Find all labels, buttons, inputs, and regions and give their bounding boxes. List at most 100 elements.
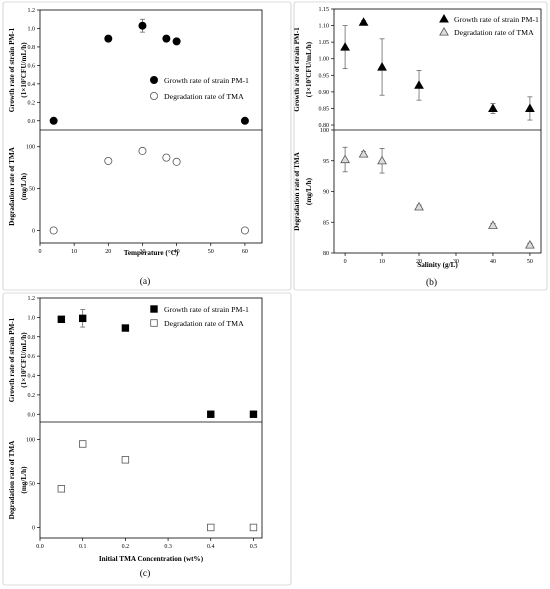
legend-marker xyxy=(439,26,449,36)
x-tick-label: 50 xyxy=(208,249,214,255)
y-tick-label: 0.85 xyxy=(319,106,330,112)
data-point xyxy=(488,103,498,113)
y-tick-label: 0.4 xyxy=(28,82,36,88)
y-tick-label: 0.90 xyxy=(319,90,330,96)
data-point xyxy=(78,440,87,448)
data-point xyxy=(138,21,147,30)
panel-label: (c) xyxy=(140,568,151,579)
data-point xyxy=(249,523,258,532)
y-axis-unit: (1×10⁷CFU/mL/h) xyxy=(305,41,313,97)
y-axis-title: Degradation rate of TMA xyxy=(293,151,301,231)
x-tick-label: 0.5 xyxy=(250,544,258,550)
x-tick-label: 20 xyxy=(105,249,111,255)
y-tick-label: 0.8 xyxy=(28,335,36,341)
x-axis-title: Temperature (°C) xyxy=(124,249,179,257)
x-tick-label: 20 xyxy=(416,259,422,265)
panel-border-c xyxy=(2,292,292,586)
y-tick-label: 0.8 xyxy=(28,45,36,51)
y-tick-label: 0 xyxy=(32,228,35,234)
y-tick-label: 80 xyxy=(323,251,329,257)
x-tick-label: 0.2 xyxy=(122,544,130,550)
legend-label: Growth rate of strain PM-1 xyxy=(454,15,539,24)
data-point xyxy=(121,324,130,332)
x-tick-label: 10 xyxy=(71,249,77,255)
x-tick-label: 0.3 xyxy=(164,544,172,550)
x-tick-label: 50 xyxy=(527,259,533,265)
plot-frame xyxy=(39,9,263,244)
data-point xyxy=(525,103,535,113)
data-point xyxy=(377,155,387,165)
panel-border-b xyxy=(293,1,548,291)
x-tick-label: 0.4 xyxy=(207,544,215,550)
x-tick-label: 30 xyxy=(453,259,459,265)
legend-marker xyxy=(150,319,158,327)
y-axis-unit: (1×10⁷CFU/mL/h) xyxy=(20,332,28,388)
y-tick-label: 0 xyxy=(32,525,35,531)
legend-marker xyxy=(439,13,449,23)
y-tick-label: 50 xyxy=(29,187,35,193)
x-tick-label: 0 xyxy=(344,259,347,265)
data-point xyxy=(358,17,369,26)
legend-marker xyxy=(150,305,158,313)
y-tick-label: 1.2 xyxy=(28,296,36,302)
chart-panel-b: 0.80 0.85 0.90 0.95 1.00 1.05 1.10 1.15 Growth r… xyxy=(293,7,542,288)
data-point xyxy=(49,116,58,125)
legend-label: Degradation rate of TMA xyxy=(164,319,244,328)
data-point xyxy=(340,154,350,164)
y-tick-label: 0.95 xyxy=(319,73,330,79)
data-point xyxy=(57,485,66,493)
legend-label: Degradation rate of TMA xyxy=(454,28,534,37)
y-tick-label: 1.05 xyxy=(319,40,330,46)
y-tick-label: 100 xyxy=(26,438,35,444)
data-point xyxy=(340,42,350,51)
y-tick-label: 0.2 xyxy=(28,100,36,106)
y-tick-label: 0.6 xyxy=(28,354,36,360)
y-tick-label: 0.6 xyxy=(28,63,36,69)
x-tick-label: 30 xyxy=(139,249,145,255)
y-tick-label: 0.0 xyxy=(28,412,36,418)
y-tick-label: 85 xyxy=(323,220,329,226)
data-point xyxy=(172,37,181,46)
data-point xyxy=(249,410,258,418)
y-axis-title: Degradation rate of TMA xyxy=(8,440,16,520)
legend: Growth rate of strain PM-1 Degradation ra… xyxy=(149,76,249,101)
y-tick-label: 0.80 xyxy=(319,123,330,129)
data-point xyxy=(162,153,171,162)
plot-frame xyxy=(333,8,542,254)
y-axis-unit: (mg/L/h) xyxy=(20,466,28,494)
y-tick-label: 1.2 xyxy=(28,8,36,14)
y-tick-label: 1.0 xyxy=(28,26,36,32)
legend-label: Growth rate of strain PM-1 xyxy=(164,76,249,85)
chart-panel-c: 0.0 0.2 0.4 0.6 0.8 1.0 1.2 Growth rate of stra… xyxy=(8,296,263,579)
data-point xyxy=(240,116,249,125)
y-axis-unit: (mg/L/h) xyxy=(305,177,313,205)
panel-border-a xyxy=(2,1,292,291)
y-tick-label: 0.4 xyxy=(28,374,36,380)
y-tick-label: 1.15 xyxy=(319,7,330,13)
y-tick-label: 50 xyxy=(29,482,35,488)
y-tick-label: 1.10 xyxy=(319,24,330,30)
data-point xyxy=(414,201,424,211)
y-axis-title: Growth rate of strain PM-1 xyxy=(293,27,301,112)
y-axis-title: Degradation rate of TMA xyxy=(8,146,16,226)
data-point xyxy=(162,34,171,43)
x-tick-label: 10 xyxy=(379,259,385,265)
data-point xyxy=(207,523,215,532)
y-tick-label: 90 xyxy=(323,190,329,196)
y-tick-label: 1.0 xyxy=(28,315,36,321)
data-point xyxy=(121,456,130,464)
data-point xyxy=(104,156,113,165)
data-point xyxy=(78,314,87,323)
x-tick-label: 40 xyxy=(490,259,496,265)
legend: Growth rate of strain PM-1 Degradation ra… xyxy=(150,305,249,328)
legend-label: Growth rate of strain PM-1 xyxy=(164,305,249,314)
data-point xyxy=(488,220,498,229)
chart-panel-a: 0.0 0.2 0.4 0.6 0.8 1.0 1.2 Growth rate of stra… xyxy=(8,8,263,287)
legend-marker xyxy=(149,76,158,85)
data-point xyxy=(525,239,535,249)
data-point xyxy=(377,62,387,71)
y-axis-title: Growth rate of strain PM-1 xyxy=(8,27,16,112)
data-point xyxy=(138,146,147,155)
y-tick-label: 100 xyxy=(26,145,35,151)
